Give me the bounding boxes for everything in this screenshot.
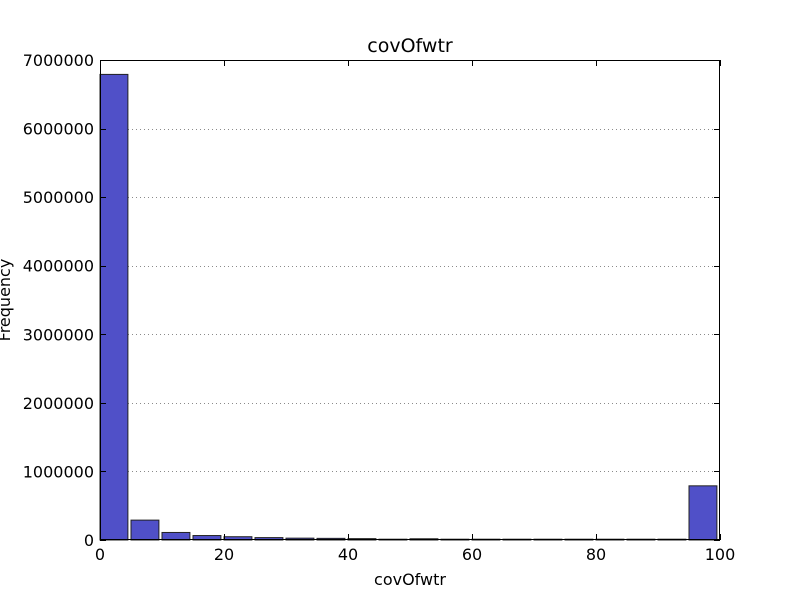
x-axis-label: covOfwtr xyxy=(374,570,446,589)
plot-frame xyxy=(100,60,720,540)
y-tick-label: 2000000 xyxy=(23,394,94,413)
x-tick-label: 20 xyxy=(214,545,234,564)
y-axis-ticks: 0 1000000 2000000 3000000 4000000 5000000 6000… xyxy=(23,51,720,550)
histogram-bar xyxy=(130,519,160,541)
histogram-bar xyxy=(688,485,718,541)
y-tick-label: 0 xyxy=(84,531,94,550)
y-tick-label: 3000000 xyxy=(23,325,94,344)
x-tick-label: 80 xyxy=(586,545,606,564)
y-tick-label: 5000000 xyxy=(23,188,94,207)
bars xyxy=(99,73,718,541)
x-axis-ticks: 0 20 40 60 80 100 xyxy=(95,60,735,564)
histogram-bar xyxy=(161,531,191,541)
y-tick-label: 1000000 xyxy=(23,462,94,481)
chart-title: covOfwtr xyxy=(367,35,453,57)
x-tick-label: 60 xyxy=(462,545,482,564)
y-tick-label: 4000000 xyxy=(23,257,94,276)
y-axis-label: Frequency xyxy=(0,259,14,342)
y-tick-label: 6000000 xyxy=(23,120,94,139)
x-tick-label: 0 xyxy=(95,545,105,564)
gridlines xyxy=(100,129,720,472)
y-tick-label: 7000000 xyxy=(23,51,94,70)
x-tick-label: 100 xyxy=(705,545,736,564)
histogram-bar xyxy=(99,73,129,541)
x-tick-label: 40 xyxy=(338,545,358,564)
